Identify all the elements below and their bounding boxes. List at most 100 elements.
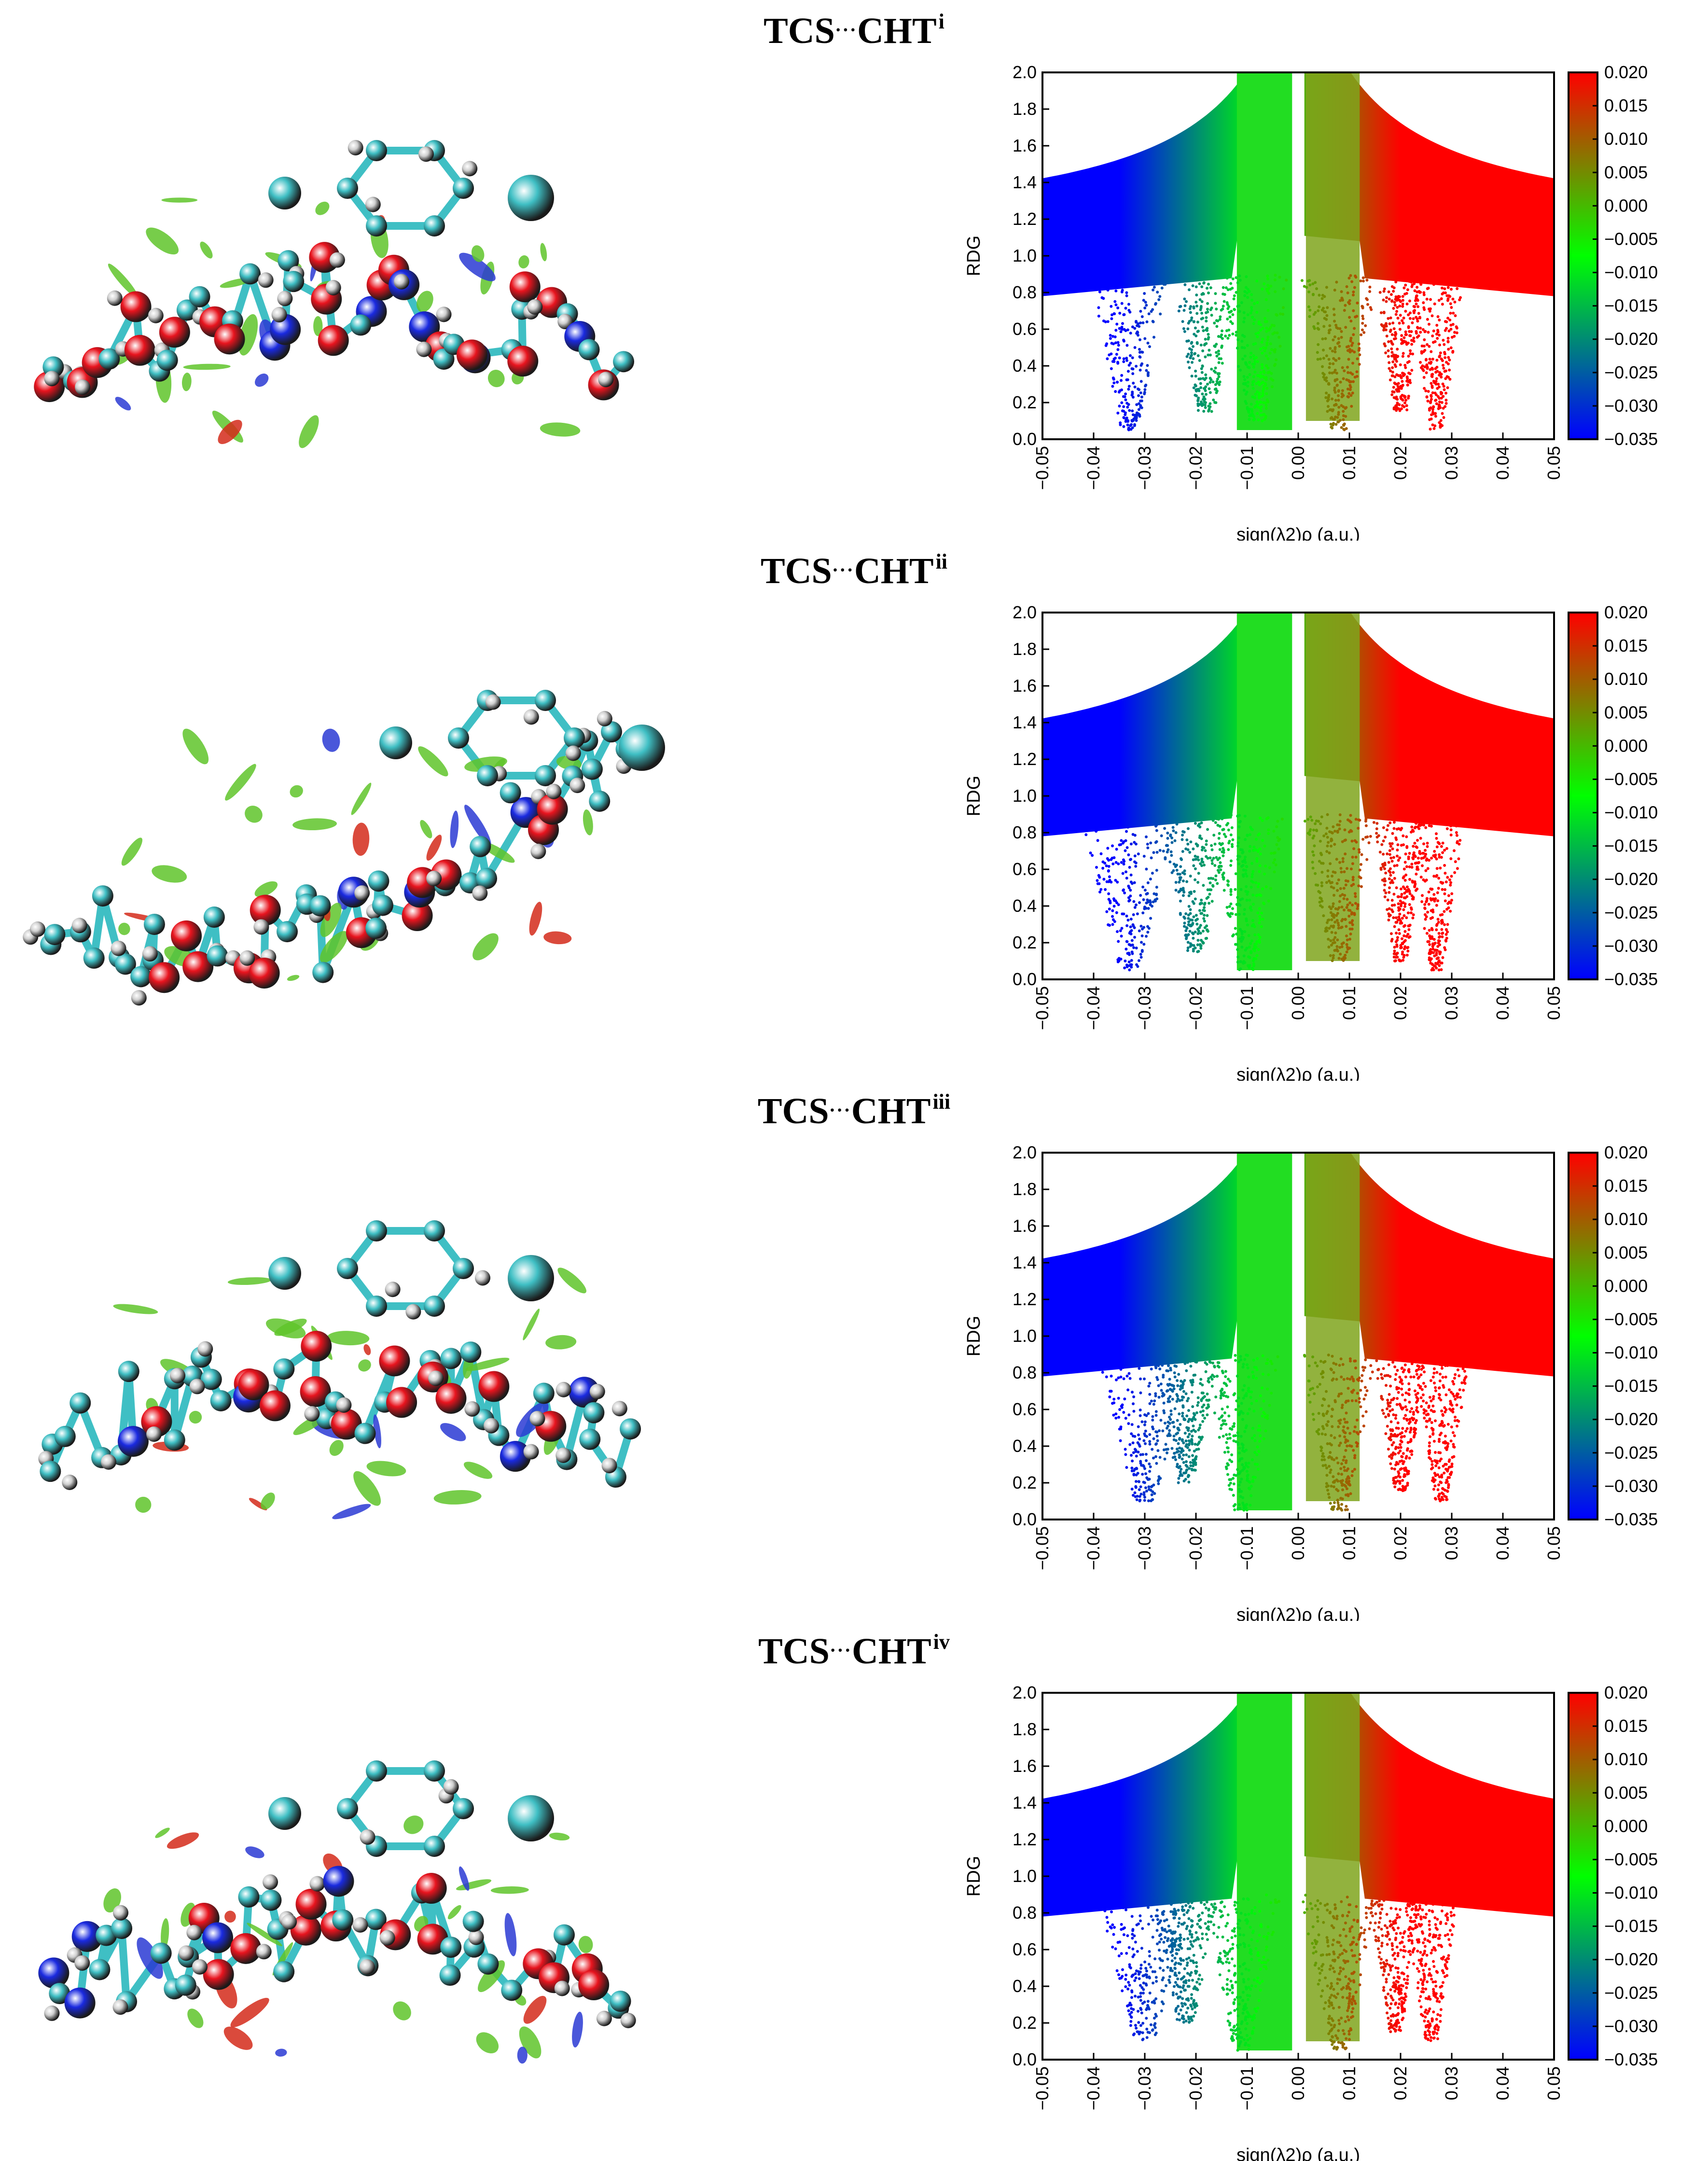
rdg-point — [1187, 1481, 1190, 1484]
rdg-point — [1127, 1413, 1130, 1416]
rdg-point — [1156, 1439, 1159, 1442]
rdg-point — [1187, 1397, 1190, 1400]
rdg-point — [1343, 1469, 1346, 1472]
rdg-point — [1204, 385, 1207, 388]
nci-isosurface — [313, 199, 332, 218]
rdg-point — [1307, 1380, 1310, 1382]
rdg-point — [1180, 1451, 1183, 1454]
rdg-point — [1185, 926, 1188, 929]
rdg-point — [1139, 310, 1142, 313]
nci-isosurface — [417, 818, 434, 840]
rdg-point — [1341, 389, 1344, 392]
rdg-point — [1161, 1394, 1164, 1397]
rdg-point — [1201, 364, 1204, 367]
rdg-point — [1110, 1375, 1113, 1378]
rdg-point — [1341, 926, 1344, 929]
rdg-point — [1185, 1414, 1188, 1417]
x-tick-label: −0.04 — [1083, 446, 1103, 490]
rdg-point — [1118, 1408, 1121, 1411]
rdg-point — [1430, 395, 1433, 398]
rdg-point — [1148, 1440, 1151, 1443]
rdg-point — [1191, 1454, 1194, 1457]
rdg-point — [1241, 1469, 1244, 1472]
rdg-point — [1240, 946, 1243, 948]
rdg-point — [1351, 862, 1354, 865]
rdg-point — [1346, 285, 1348, 288]
rdg-point — [1153, 286, 1156, 289]
rdg-point — [1333, 1399, 1336, 1402]
rdg-point — [1243, 378, 1246, 381]
rdg-point — [1335, 1457, 1338, 1460]
rdg-point — [1410, 911, 1413, 914]
rdg-point — [1267, 828, 1270, 831]
rdg-point — [1142, 898, 1145, 901]
rdg-point — [1437, 918, 1440, 921]
rdg-point — [1243, 858, 1246, 861]
rdg-point — [1254, 333, 1257, 335]
rdg-point — [1214, 821, 1217, 824]
rdg-point — [1122, 405, 1125, 408]
rdg-point — [1415, 873, 1417, 876]
rdg-point — [1249, 845, 1251, 848]
rdg-point — [1110, 317, 1113, 320]
rdg-point — [1382, 1367, 1385, 1370]
rdg-point — [1365, 1410, 1368, 1413]
rdg-point — [1343, 839, 1346, 842]
rdg-point — [1319, 1360, 1322, 1363]
rdg-point — [1392, 290, 1395, 293]
rdg-point — [1333, 335, 1336, 338]
rdg-point — [1252, 366, 1255, 369]
rdg-point — [1354, 1360, 1357, 1363]
rdg-point — [1241, 1463, 1244, 1466]
rdg-point — [1414, 884, 1416, 887]
rdg-point — [1333, 307, 1335, 310]
rdg-point — [1227, 1447, 1230, 1450]
rdg-point — [1227, 829, 1230, 832]
rdg-point — [1210, 844, 1213, 847]
rdg-point — [1131, 1423, 1134, 1426]
scatter-area — [1042, 603, 1554, 979]
rdg-point — [1346, 904, 1349, 906]
rdg-point — [1403, 394, 1405, 397]
rdg-point — [1219, 380, 1222, 383]
rdg-point — [1121, 912, 1124, 915]
rdg-point — [1229, 1427, 1232, 1430]
rdg-point — [1219, 315, 1222, 318]
rdg-point — [1202, 282, 1205, 285]
rdg-point — [1384, 872, 1387, 875]
rdg-point — [1212, 1355, 1215, 1358]
rdg-point — [1206, 287, 1208, 290]
rdg-point — [1175, 881, 1178, 884]
rdg-point — [1342, 1459, 1345, 1462]
rdg-point — [1263, 1400, 1265, 1403]
rdg-point — [1317, 343, 1319, 346]
rdg-point — [1236, 948, 1239, 951]
rdg-point — [1155, 824, 1158, 827]
x-tick-label: −0.05 — [1032, 986, 1052, 1030]
rdg-point — [1129, 1377, 1132, 1380]
rdg-point — [1174, 1408, 1177, 1410]
rdg-point — [1159, 1419, 1162, 1422]
rdg-point — [1239, 369, 1242, 372]
rdg-point — [1333, 1436, 1336, 1439]
rdg-point — [1408, 1401, 1411, 1404]
rdg-point — [1240, 340, 1243, 343]
rdg-point — [1444, 399, 1447, 402]
colorbar-tick-label: 0.010 — [1604, 669, 1648, 689]
rdg-point — [1440, 881, 1443, 884]
rdg-point — [1441, 888, 1444, 891]
rdg-point — [1191, 1383, 1194, 1386]
rdg-point — [1340, 1509, 1343, 1512]
rdg-point — [1401, 1366, 1403, 1369]
rdg-point — [1143, 1413, 1146, 1416]
rdg-point — [1262, 401, 1265, 404]
rdg-point — [1434, 415, 1437, 418]
rdg-point — [1382, 299, 1385, 302]
rdg-point — [1246, 1354, 1249, 1357]
rdg-point — [1335, 945, 1338, 948]
rdg-point — [1272, 830, 1275, 833]
rdg-point — [1430, 857, 1433, 860]
rdg-point — [1230, 893, 1233, 896]
rdg-point — [1347, 371, 1349, 374]
rdg-point — [1148, 927, 1151, 930]
